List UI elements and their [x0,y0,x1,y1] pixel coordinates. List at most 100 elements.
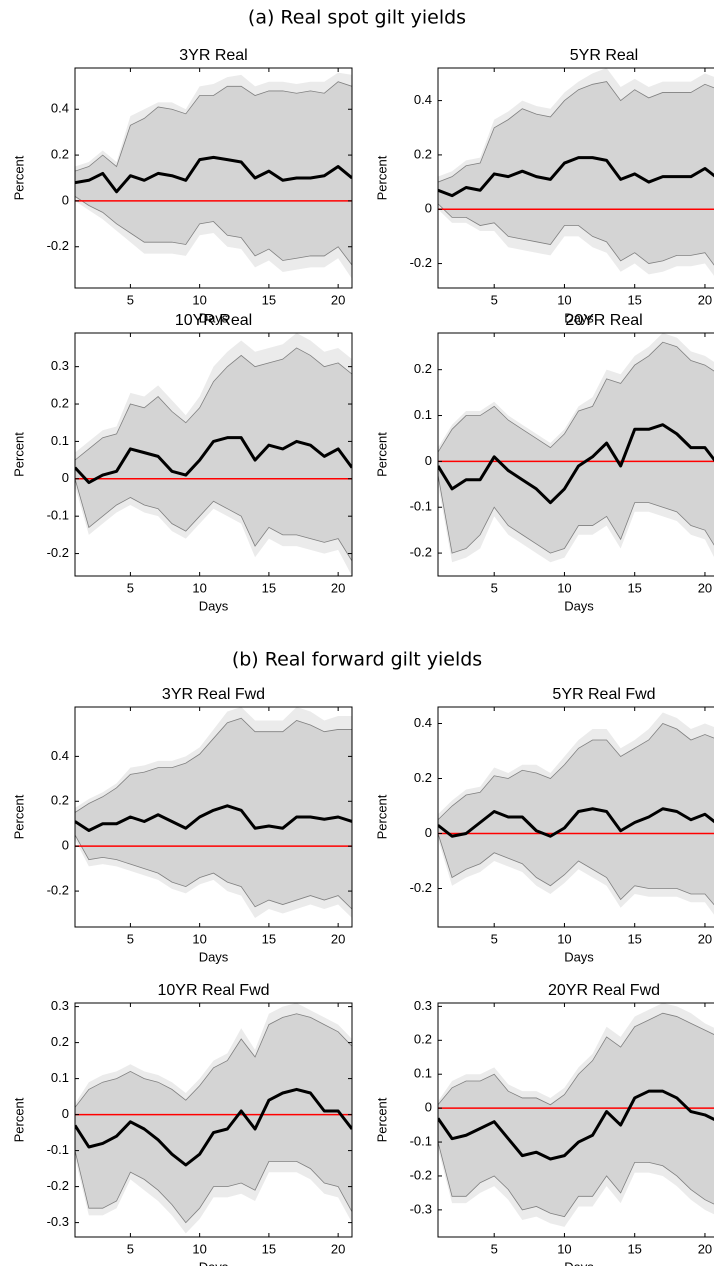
median-line [438,156,714,198]
y-tick-label: 0.3 [414,998,432,1013]
plot-area [438,707,714,927]
y-axis-label: Percent [374,1097,389,1142]
chart-title: 20YR Real Fwd [548,982,660,999]
x-tick-label: 5 [127,931,134,946]
confidence-band [438,1012,714,1218]
plot-area [75,1003,352,1237]
y-tick-label: -0.2 [47,238,69,253]
x-tick-label: 15 [262,1241,276,1256]
x-tick-label: 20 [331,292,345,307]
chart-title: 10YR Real [175,312,252,329]
x-tick-label: 15 [627,292,641,307]
y-tick-label: 0.4 [414,715,432,730]
y-tick-label: 0.1 [414,1066,432,1081]
confidence-band [75,347,352,562]
plot-area [75,333,352,576]
plot-area [438,333,714,576]
axes-frame [437,1002,714,1238]
chart-title: 3YR Real [179,47,247,64]
x-tick-label: 15 [627,931,641,946]
y-axis-label: Percent [374,794,389,839]
x-tick-label: 5 [491,1241,498,1256]
chart-title: 20YR Real [565,312,642,329]
axes-frame [74,1002,353,1238]
y-tick-label: 0 [425,201,432,216]
y-tick-label: -0.3 [47,1214,69,1229]
y-tick-label: 0.1 [414,407,432,422]
plot-area [75,68,352,288]
section-header: (a) Real spot gilt yields [248,7,466,29]
y-tick-label: 0 [425,825,432,840]
y-tick-label: 0.2 [51,793,69,808]
y-tick-label: -0.1 [47,1142,69,1157]
panel: 5 10 15 20 -0.2 0 0.2 0.4 5YR Real Fwd Days Percen… [374,686,714,964]
plot-area [438,1003,714,1237]
x-axis-label: Days [564,310,594,325]
x-tick-label: 20 [331,580,345,595]
y-tick-label: 0.4 [51,748,69,763]
x-axis-label: Days [564,598,594,613]
x-tick-label: 15 [627,580,641,595]
x-axis-label: Days [199,598,229,613]
x-tick-label: 20 [698,931,712,946]
x-axis-label: Days [199,949,229,964]
median-line [75,436,352,485]
x-tick-label: 15 [627,1241,641,1256]
axes-frame [437,332,714,577]
y-axis-label: Percent [374,155,389,200]
y-tick-label: 0 [62,838,69,853]
axes-frame [74,706,353,928]
x-tick-label: 20 [698,292,712,307]
x-tick-label: 5 [127,580,134,595]
y-tick-label: 0.1 [51,433,69,448]
axes-frame [74,67,353,289]
chart-title: 10YR Real Fwd [157,982,269,999]
x-axis-label: Days [564,1259,594,1266]
y-tick-label: 0.1 [51,1070,69,1085]
y-tick-label: 0 [425,453,432,468]
x-tick-label: 10 [557,931,571,946]
chart-title: 5YR Real [570,47,638,64]
x-tick-label: 5 [491,931,498,946]
y-tick-label: 0.2 [51,1034,69,1049]
median-line [438,423,714,505]
x-axis-label: Days [199,310,229,325]
y-tick-label: 0.4 [51,101,69,116]
y-tick-label: -0.3 [410,1201,432,1216]
panel: 5 10 15 20 -0.2 0 0.2 0.4 5YR Real Days Percent [374,47,714,325]
x-tick-label: 20 [331,931,345,946]
y-tick-label: 0 [62,470,69,485]
panel: 5 10 15 20 -0.2 0 0.2 0.4 3YR Real Days Percent [11,47,353,325]
y-tick-label: -0.2 [47,883,69,898]
panel: 5 10 15 20 -0.3 -0.2 -0.1 0 0.1 0.2 0.3 20YR Real F… [374,982,714,1266]
y-axis-label: Percent [11,794,26,839]
x-tick-label: 15 [262,580,276,595]
confidence-band [75,81,352,266]
y-tick-label: -0.2 [410,545,432,560]
x-tick-label: 20 [331,1241,345,1256]
x-tick-label: 15 [262,931,276,946]
y-tick-label: 0.2 [414,361,432,376]
y-tick-label: 0.2 [51,395,69,410]
y-tick-label: -0.1 [410,1133,432,1148]
y-axis-label: Percent [374,432,389,477]
y-tick-label: -0.1 [47,508,69,523]
y-tick-label: 0 [62,1106,69,1121]
x-axis-label: Days [199,1259,229,1266]
x-tick-label: 5 [491,292,498,307]
axes-frame [74,332,353,577]
confidence-band [75,717,352,910]
axes-frame [437,67,714,289]
x-tick-label: 5 [127,292,134,307]
axes-frame [437,706,714,928]
y-tick-label: 0.2 [414,1032,432,1047]
y-tick-label: -0.2 [47,545,69,560]
median-line [438,807,714,838]
x-tick-label: 10 [192,1241,206,1256]
chart-title: 3YR Real Fwd [162,686,265,703]
median-line [75,1087,352,1167]
median-line [438,1089,714,1161]
